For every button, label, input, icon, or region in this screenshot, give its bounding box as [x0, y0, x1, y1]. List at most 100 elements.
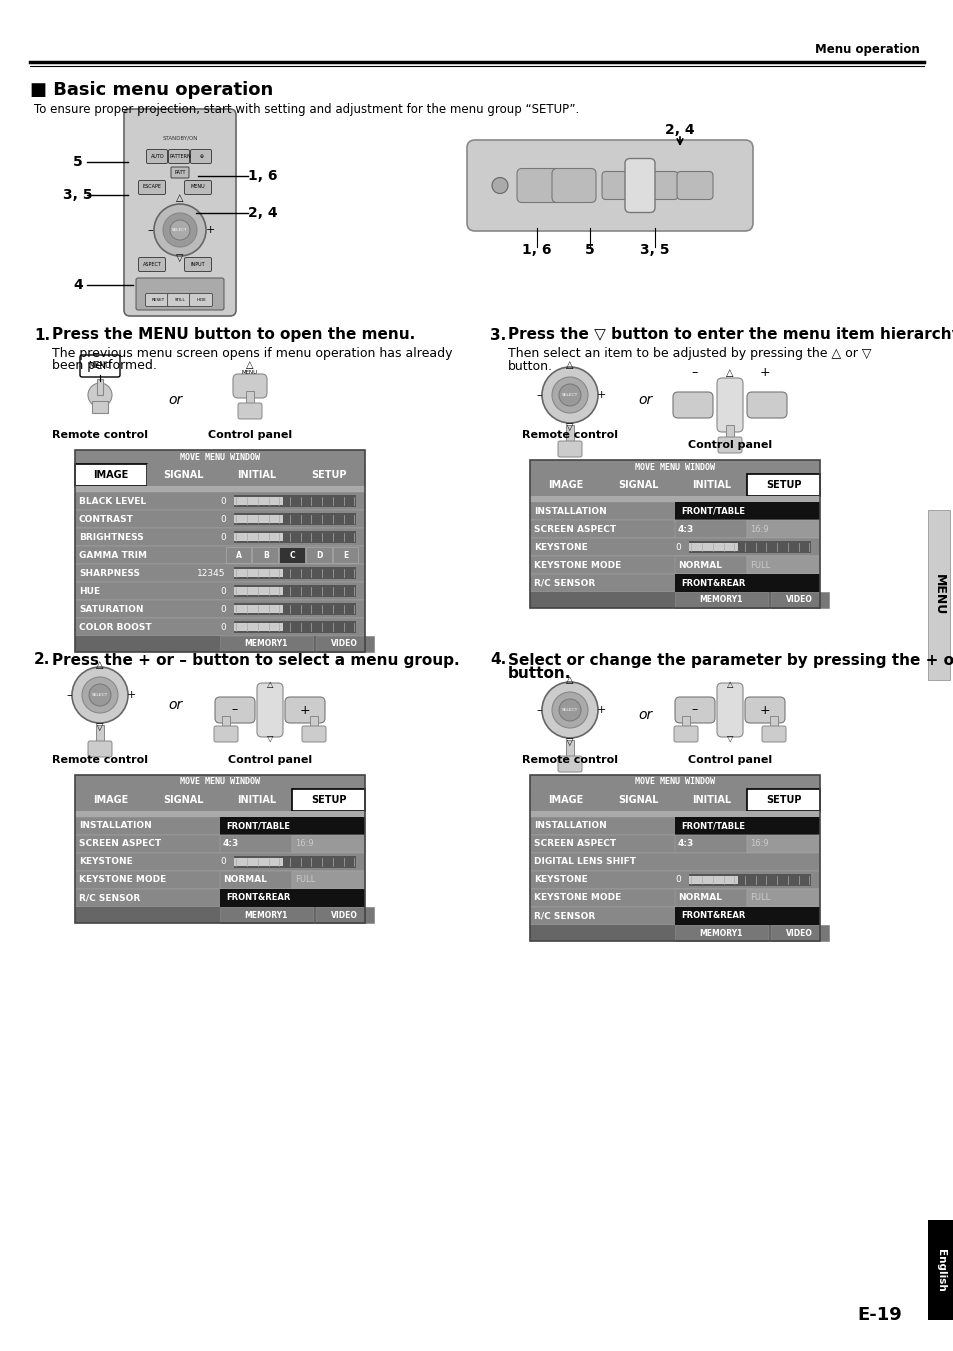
Text: DIGITAL LENS SHIFT: DIGITAL LENS SHIFT	[534, 858, 636, 866]
Bar	[234, 534, 283, 540]
Text: 0: 0	[220, 532, 226, 542]
Bar	[675, 789, 747, 811]
Text: –: –	[147, 226, 152, 235]
FancyBboxPatch shape	[136, 278, 224, 309]
Bar	[220, 789, 293, 811]
Text: STANDBY/ON: STANDBY/ON	[162, 135, 197, 141]
Bar	[75, 546, 365, 563]
Text: R/C SENSOR: R/C SENSOR	[534, 578, 595, 588]
Text: MEMORY1: MEMORY1	[699, 596, 742, 604]
FancyBboxPatch shape	[184, 181, 212, 195]
Bar	[75, 775, 365, 923]
Text: INITIAL: INITIAL	[236, 470, 275, 480]
Bar	[75, 600, 365, 617]
Circle shape	[541, 682, 598, 738]
Text: △: △	[96, 661, 104, 670]
Bar	[75, 492, 365, 509]
Bar	[293, 463, 365, 486]
Circle shape	[558, 698, 580, 721]
Text: BLACK LEVEL: BLACK LEVEL	[79, 497, 146, 505]
Text: –: –	[536, 705, 541, 715]
Text: SIGNAL: SIGNAL	[618, 794, 659, 805]
Text: NORMAL: NORMAL	[678, 561, 721, 570]
Text: SIGNAL: SIGNAL	[163, 470, 204, 480]
Bar	[220, 889, 365, 907]
Text: HUE: HUE	[79, 586, 100, 596]
Bar	[681, 716, 689, 730]
Circle shape	[82, 677, 118, 713]
Bar	[725, 426, 733, 440]
Bar	[675, 592, 767, 608]
Text: PATTERN: PATTERN	[169, 154, 191, 158]
Text: ▽: ▽	[267, 734, 273, 743]
Bar	[675, 520, 747, 538]
Text: FRONT&REAR: FRONT&REAR	[680, 912, 744, 920]
Bar	[530, 557, 820, 574]
Bar	[530, 496, 820, 503]
Text: B: B	[263, 550, 269, 559]
Text: INPUT: INPUT	[191, 262, 205, 266]
Text: 5: 5	[73, 155, 83, 169]
Bar	[675, 925, 767, 942]
Text: VIDEO: VIDEO	[785, 596, 812, 604]
Text: SETUP: SETUP	[765, 480, 801, 490]
Text: been performed.: been performed.	[52, 359, 156, 373]
FancyBboxPatch shape	[717, 684, 742, 738]
Bar	[927, 1220, 953, 1320]
Circle shape	[558, 384, 580, 407]
Bar	[747, 474, 820, 496]
Text: ■ Basic menu operation: ■ Basic menu operation	[30, 81, 273, 99]
Text: SIGNAL: SIGNAL	[163, 794, 204, 805]
FancyBboxPatch shape	[124, 109, 235, 316]
FancyBboxPatch shape	[467, 141, 752, 231]
Text: INSTALLATION: INSTALLATION	[79, 821, 152, 831]
Text: 0: 0	[220, 586, 226, 596]
Bar	[293, 835, 365, 852]
Text: 12345: 12345	[197, 569, 226, 577]
Text: Press the MENU button to open the menu.: Press the MENU button to open the menu.	[52, 327, 415, 343]
FancyBboxPatch shape	[746, 392, 786, 417]
Text: MENU: MENU	[931, 574, 944, 616]
Bar	[253, 547, 278, 563]
Text: Press the ▽ button to enter the menu item hierarchy.: Press the ▽ button to enter the menu ite…	[507, 327, 953, 343]
Text: SIGNAL: SIGNAL	[618, 480, 659, 490]
Text: Remote control: Remote control	[52, 430, 148, 440]
Text: IMAGE: IMAGE	[93, 470, 129, 480]
Text: MEMORY1: MEMORY1	[245, 911, 288, 920]
Text: IMAGE: IMAGE	[93, 794, 129, 805]
FancyBboxPatch shape	[256, 684, 283, 738]
Bar	[530, 775, 820, 942]
Bar	[148, 789, 220, 811]
Text: RESET: RESET	[152, 299, 165, 303]
Bar	[675, 474, 747, 496]
FancyBboxPatch shape	[552, 169, 596, 203]
Text: ESCAPE: ESCAPE	[142, 185, 161, 189]
FancyBboxPatch shape	[718, 436, 741, 453]
Text: IMAGE: IMAGE	[548, 480, 583, 490]
Bar	[220, 463, 293, 486]
Bar	[91, 401, 108, 413]
Text: SHARPNESS: SHARPNESS	[79, 569, 140, 577]
Text: Control panel: Control panel	[208, 430, 292, 440]
Text: SETUP: SETUP	[311, 470, 346, 480]
Bar	[315, 907, 374, 923]
Text: HIDE: HIDE	[197, 299, 207, 303]
Text: FRONT/TABLE: FRONT/TABLE	[226, 821, 290, 831]
Bar	[530, 817, 820, 835]
Text: KEYSTONE: KEYSTONE	[534, 875, 587, 885]
Text: MOVE MENU WINDOW: MOVE MENU WINDOW	[180, 777, 260, 786]
Bar	[75, 835, 365, 852]
Bar	[689, 874, 810, 886]
Bar	[675, 889, 747, 907]
Text: E: E	[343, 550, 348, 559]
Bar	[530, 474, 602, 496]
Text: MENU: MENU	[89, 362, 112, 370]
Bar	[234, 857, 355, 867]
Text: KEYSTONE MODE: KEYSTONE MODE	[534, 561, 620, 570]
Text: MOVE MENU WINDOW: MOVE MENU WINDOW	[635, 777, 714, 786]
Circle shape	[552, 377, 587, 413]
Bar	[220, 817, 365, 835]
Bar	[234, 567, 355, 580]
Bar	[747, 789, 820, 811]
Text: INITIAL: INITIAL	[691, 480, 730, 490]
